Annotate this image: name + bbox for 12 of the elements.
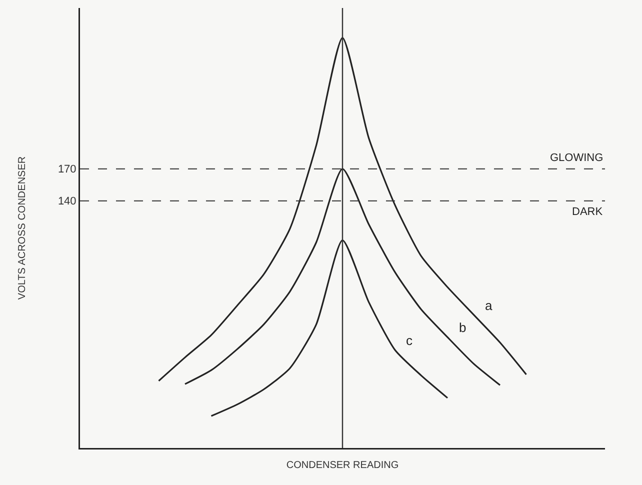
series-label: c (406, 333, 413, 348)
x-axis-title: CONDENSER READING (286, 460, 399, 471)
series-label: b (459, 320, 466, 335)
ref-line-label: GLOWING (550, 152, 604, 164)
line-series (158, 37, 528, 382)
y-tick-label: 170 (58, 164, 76, 176)
y-axis-title: VOLTS ACROSS CONDENSER (17, 156, 28, 300)
series-label: a (485, 298, 493, 313)
line-series (184, 168, 501, 386)
line-series (210, 239, 448, 417)
y-tick-label: 140 (58, 196, 76, 208)
ref-line-label: DARK (572, 206, 604, 218)
